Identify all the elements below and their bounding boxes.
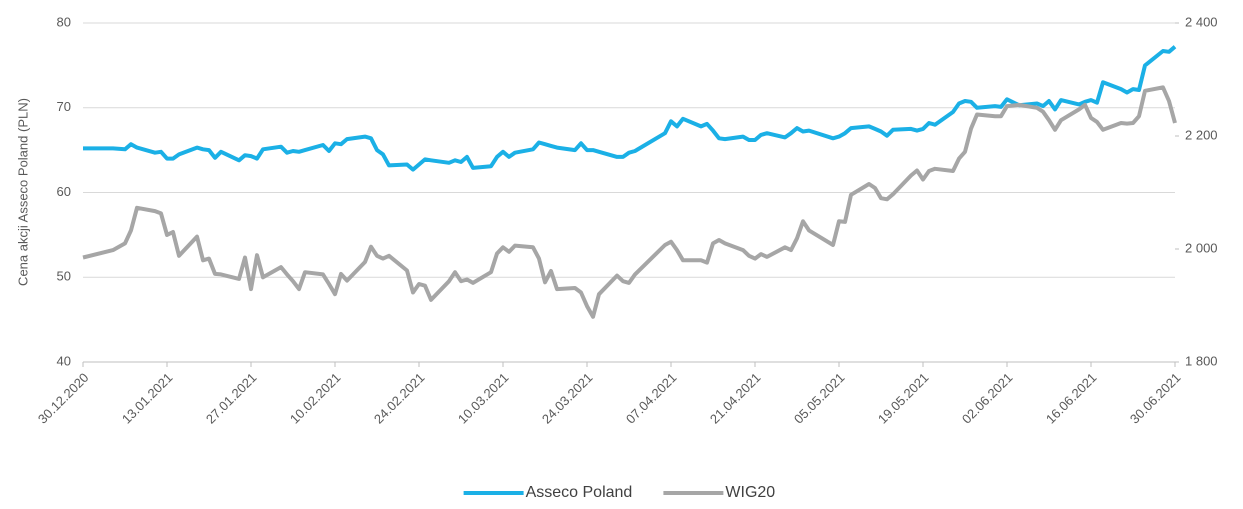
x-tick-label: 30.12.2020 [35,370,92,427]
y-tick-label: 50 [57,269,71,284]
x-tick-label: 13.01.2021 [119,370,176,427]
x-tick-label: 30.06.2021 [1127,370,1184,427]
y-tick-label: 40 [57,353,71,368]
y-tick-label: 80 [57,14,71,29]
y2-tick-label: 2 200 [1185,127,1218,142]
x-tick-label: 10.03.2021 [455,370,512,427]
x-tick-label: 24.03.2021 [539,370,596,427]
x-tick-label: 27.01.2021 [203,370,260,427]
y2-tick-label: 2 400 [1185,14,1218,29]
y2-tick-label: 2 000 [1185,240,1218,255]
x-tick-label: 19.05.2021 [875,370,932,427]
x-tick-label: 16.06.2021 [1043,370,1100,427]
y-tick-label: 60 [57,184,71,199]
x-tick-label: 21.04.2021 [707,370,764,427]
x-tick-label: 24.02.2021 [371,370,428,427]
series-line [82,85,1177,319]
y-axis-label: Cena akcji Asseco Poland (PLN) [15,98,30,286]
x-tick-label: 05.05.2021 [791,370,848,427]
x-tick-label: 07.04.2021 [623,370,680,427]
x-tick-label: 02.06.2021 [959,370,1016,427]
x-tick-label: 10.02.2021 [287,370,344,427]
series-line [83,45,1177,172]
legend-label: Asseco Poland [526,484,633,501]
y2-tick-label: 1 800 [1185,353,1218,368]
y-tick-label: 70 [57,99,71,114]
legend-label: WIG20 [725,484,775,501]
